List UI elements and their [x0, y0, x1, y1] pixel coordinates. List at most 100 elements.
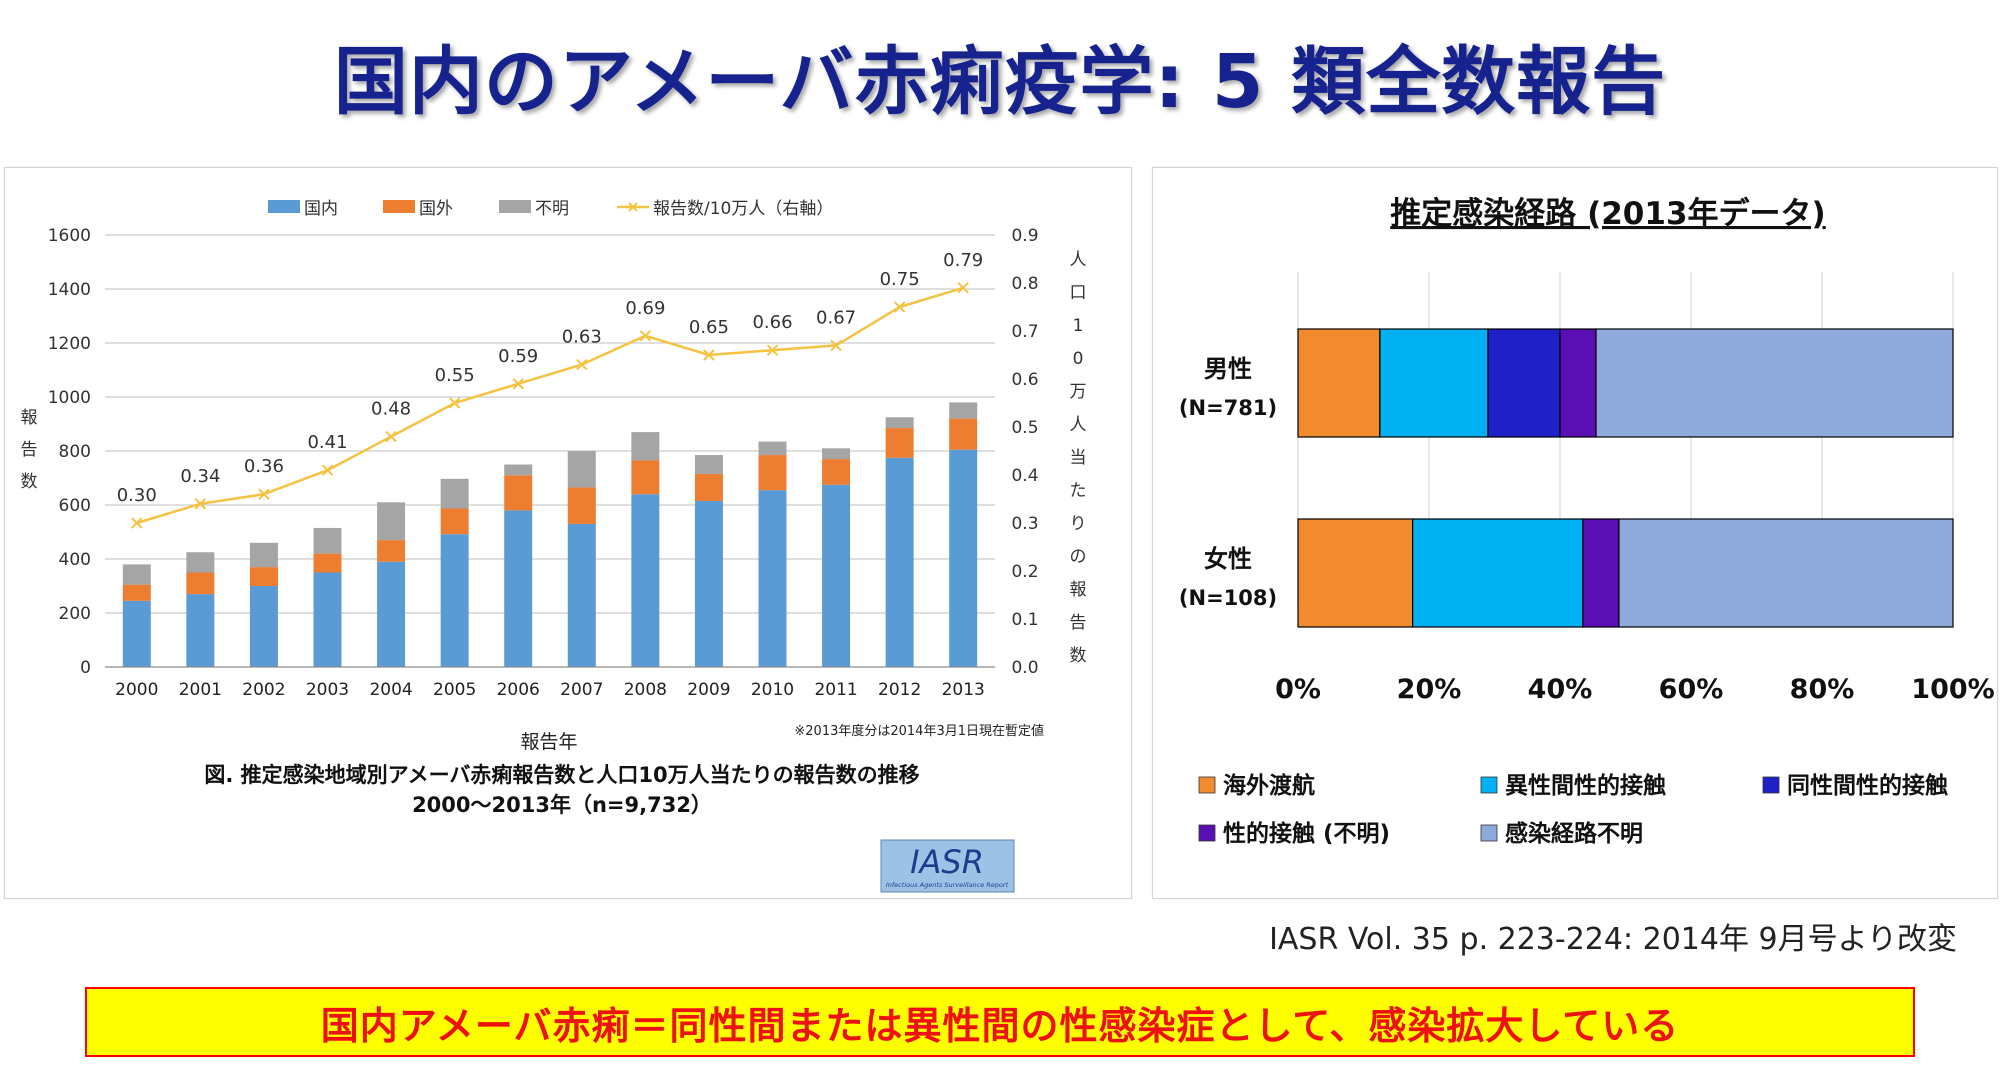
rate-point [766, 344, 779, 356]
y-tick-label: 800 [59, 442, 91, 462]
y-tick-label: 1400 [48, 280, 91, 300]
rate-point [512, 378, 524, 390]
legend-item: 不明 [499, 199, 569, 219]
y2-axis-title-char: 人 [1070, 415, 1087, 435]
rate-point [703, 349, 715, 361]
provisional-note: ※2013年度分は2014年3月1日現在暫定値 [794, 723, 1044, 739]
bar-segment [313, 572, 342, 667]
legend-label: 感染経路不明 [1505, 820, 1643, 847]
y2-axis-title-char: 万 [1070, 382, 1087, 402]
bar-segment [122, 600, 151, 667]
y-tick-label: 1200 [48, 334, 91, 354]
bar-segment [1297, 518, 1414, 628]
bar-segment [949, 418, 978, 450]
rate-point [321, 464, 334, 476]
bar-segment [249, 542, 278, 568]
bar-segment [631, 494, 660, 667]
bar-segment [186, 572, 215, 595]
x-tick-label: 2001 [179, 680, 222, 700]
bar-segment [122, 584, 151, 601]
bar-segment [567, 523, 596, 667]
bar-segment [122, 564, 151, 585]
x-tick-label: 2004 [369, 680, 412, 700]
y2-axis-title-char: 数 [1070, 646, 1087, 666]
legend-item: 海外渡航 [1198, 772, 1315, 799]
legend-item: 国内 [268, 199, 338, 219]
rate-point [957, 282, 969, 294]
bar-segment [631, 460, 660, 495]
bar-segment [504, 464, 533, 476]
rate-data-label: 0.41 [307, 432, 347, 453]
report-count-chart: 0.300.34 0.360.410.480.550.590.630.690.65… [21, 199, 1087, 893]
y-tick-label: 1600 [48, 226, 91, 246]
rate-data-label: 0.66 [752, 312, 792, 333]
rate-data-label: 0.69 [625, 298, 665, 319]
legend-item: 国外 [383, 199, 453, 219]
bar-segment [377, 502, 406, 541]
bar-segment [885, 417, 914, 429]
rate-data-label: 0.75 [880, 269, 920, 290]
x-tick-label: 80% [1790, 674, 1855, 705]
bar-segment [1618, 518, 1954, 628]
x-tick-label: 60% [1659, 674, 1724, 705]
rate-data-label: 0.34 [180, 466, 220, 487]
bar-segment [822, 484, 851, 667]
y2-tick-label: 0.5 [1011, 418, 1038, 438]
conclusion-banner: 国内アメーバ赤痢＝同性間または異性間の性感染症として、感染拡大している [85, 987, 1915, 1057]
bar-segment [186, 552, 215, 573]
bar-segment [313, 527, 342, 554]
iasr-logo: IASR Infectious Agents Surveillance Repo… [880, 839, 1015, 893]
bar-segment [504, 510, 533, 667]
legend-item: 感染経路不明 [1480, 820, 1643, 847]
infection-route-chart: 推定感染経路 (2013年データ) 0% 20% 40% 60% 80% 100% 男性 (N… [1179, 196, 1995, 847]
rate-point [893, 301, 906, 313]
bar-segment [1379, 328, 1489, 438]
x-tick-label: 2007 [560, 680, 603, 700]
y-axis-title-char: 数 [21, 472, 38, 492]
bar-segment [822, 448, 851, 460]
bar-segment [1559, 328, 1597, 438]
y-tick-label: 400 [59, 550, 91, 570]
rate-point [639, 330, 652, 342]
rate-data-label: 0.55 [435, 365, 475, 386]
row-n-label: (N=108) [1179, 586, 1277, 610]
bar-segment [440, 508, 469, 535]
legend-label: 報告数/10万人（右軸） [653, 199, 833, 219]
figure-caption-line2: 2000～2013年（n=9,732） [412, 793, 712, 817]
y2-axis-title-char: の [1070, 547, 1087, 567]
legend-label: 同性間性的接触 [1787, 772, 1948, 799]
legend-item: 異性間性的接触 [1480, 772, 1666, 799]
x-tick-label: 2006 [497, 680, 540, 700]
x-tick-label: 2013 [942, 680, 985, 700]
y2-tick-label: 0.0 [1011, 658, 1038, 678]
y2-tick-label: 0.8 [1011, 274, 1038, 294]
chart-legend: 国内 国外 不明 報告数/10万人（右軸） [268, 199, 833, 219]
iasr-logo-text: IASR [910, 843, 984, 881]
y2-axis-title-char: た [1070, 481, 1087, 501]
row-n-label: (N=781) [1179, 396, 1277, 420]
y-axis-title-char: 報 [21, 408, 38, 428]
bar-segment [1487, 328, 1561, 438]
y2-axis-title-char: 報 [1070, 580, 1087, 600]
bar-segment [631, 432, 660, 461]
bar-segment [694, 473, 723, 501]
bar-segment [249, 586, 278, 667]
rate-point [385, 430, 397, 443]
bar-segment [313, 553, 342, 573]
bar-segment [949, 449, 978, 667]
y2-axis-title-char: 当 [1070, 448, 1087, 468]
y2-tick-label: 0.4 [1011, 466, 1038, 486]
row-label: 女性 [1204, 545, 1252, 573]
y-tick-label: 200 [59, 604, 91, 624]
bar-segment [1297, 328, 1381, 438]
figure-caption-line1: 図. 推定感染地域別アメーバ赤痢報告数と人口10万人当たりの報告数の推移 [204, 763, 919, 787]
legend-label: 不明 [535, 199, 569, 219]
legend-label: 国内 [304, 199, 338, 219]
legend-item: 性的接触 (不明) [1198, 820, 1390, 847]
y2-axis-title-char: 1 [1073, 316, 1084, 336]
y2-tick-label: 0.1 [1011, 610, 1038, 630]
legend-label: 海外渡航 [1223, 772, 1315, 799]
y2-axis-title-char: 口 [1070, 283, 1087, 303]
bar-segment [1595, 328, 1954, 438]
